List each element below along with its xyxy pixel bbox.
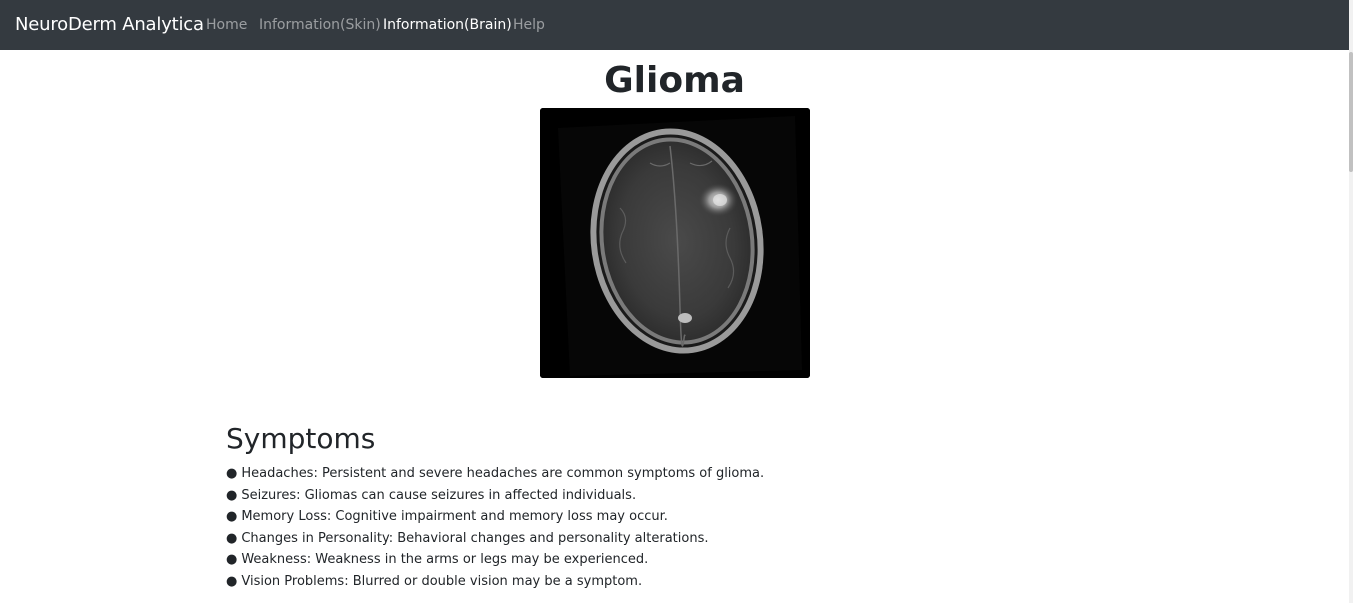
symptom-item: ● Weakness: Weakness in the arms or legs … — [226, 549, 764, 571]
symptom-item: ● Memory Loss: Cognitive impairment and m… — [226, 506, 764, 528]
symptom-text: Memory Loss: Cognitive impairment and me… — [241, 509, 668, 525]
vertical-scrollbar[interactable] — [1349, 0, 1353, 603]
symptom-text: Changes in Personality: Behavioral chang… — [241, 530, 709, 546]
bullet-icon: ● — [226, 466, 238, 481]
symptom-item: ● Changes in Personality: Behavioral chan… — [226, 528, 764, 550]
symptom-item: ● Vision Problems: Blurred or double visi… — [226, 571, 764, 593]
scrollbar-thumb[interactable] — [1349, 52, 1353, 172]
nav-link-help[interactable]: Help — [513, 17, 545, 33]
symptom-item: ● Seizures: Gliomas can cause seizures in… — [226, 485, 764, 507]
brain-mri-image — [540, 108, 810, 378]
symptom-text: Weakness: Weakness in the arms or legs m… — [241, 552, 649, 568]
navbar: NeuroDerm Analytica Home Information(Ski… — [0, 0, 1349, 50]
symptom-text: Seizures: Gliomas can cause seizures in … — [241, 487, 637, 503]
bullet-icon: ● — [226, 509, 238, 525]
brain-mri-scan-icon — [540, 108, 810, 378]
symptoms-heading: Symptoms — [226, 422, 376, 455]
brand-link[interactable]: NeuroDerm Analytica — [15, 14, 204, 35]
bullet-icon: ● — [226, 573, 238, 589]
nav-link-information-skin[interactable]: Information(Skin) — [259, 17, 381, 33]
symptom-text: Headaches: Persistent and severe headach… — [241, 466, 765, 481]
nav-link-information-brain[interactable]: Information(Brain) — [383, 17, 512, 33]
page-title: Glioma — [604, 60, 745, 101]
bullet-icon: ● — [226, 552, 238, 568]
bullet-icon: ● — [226, 487, 238, 503]
symptom-text: Vision Problems: Blurred or double visio… — [241, 573, 643, 589]
symptom-list: ● Headaches: Persistent and severe headac… — [226, 463, 764, 593]
bullet-icon: ● — [226, 530, 238, 546]
symptom-item: ● Headaches: Persistent and severe headac… — [226, 463, 764, 485]
nav-link-home[interactable]: Home — [206, 17, 248, 33]
